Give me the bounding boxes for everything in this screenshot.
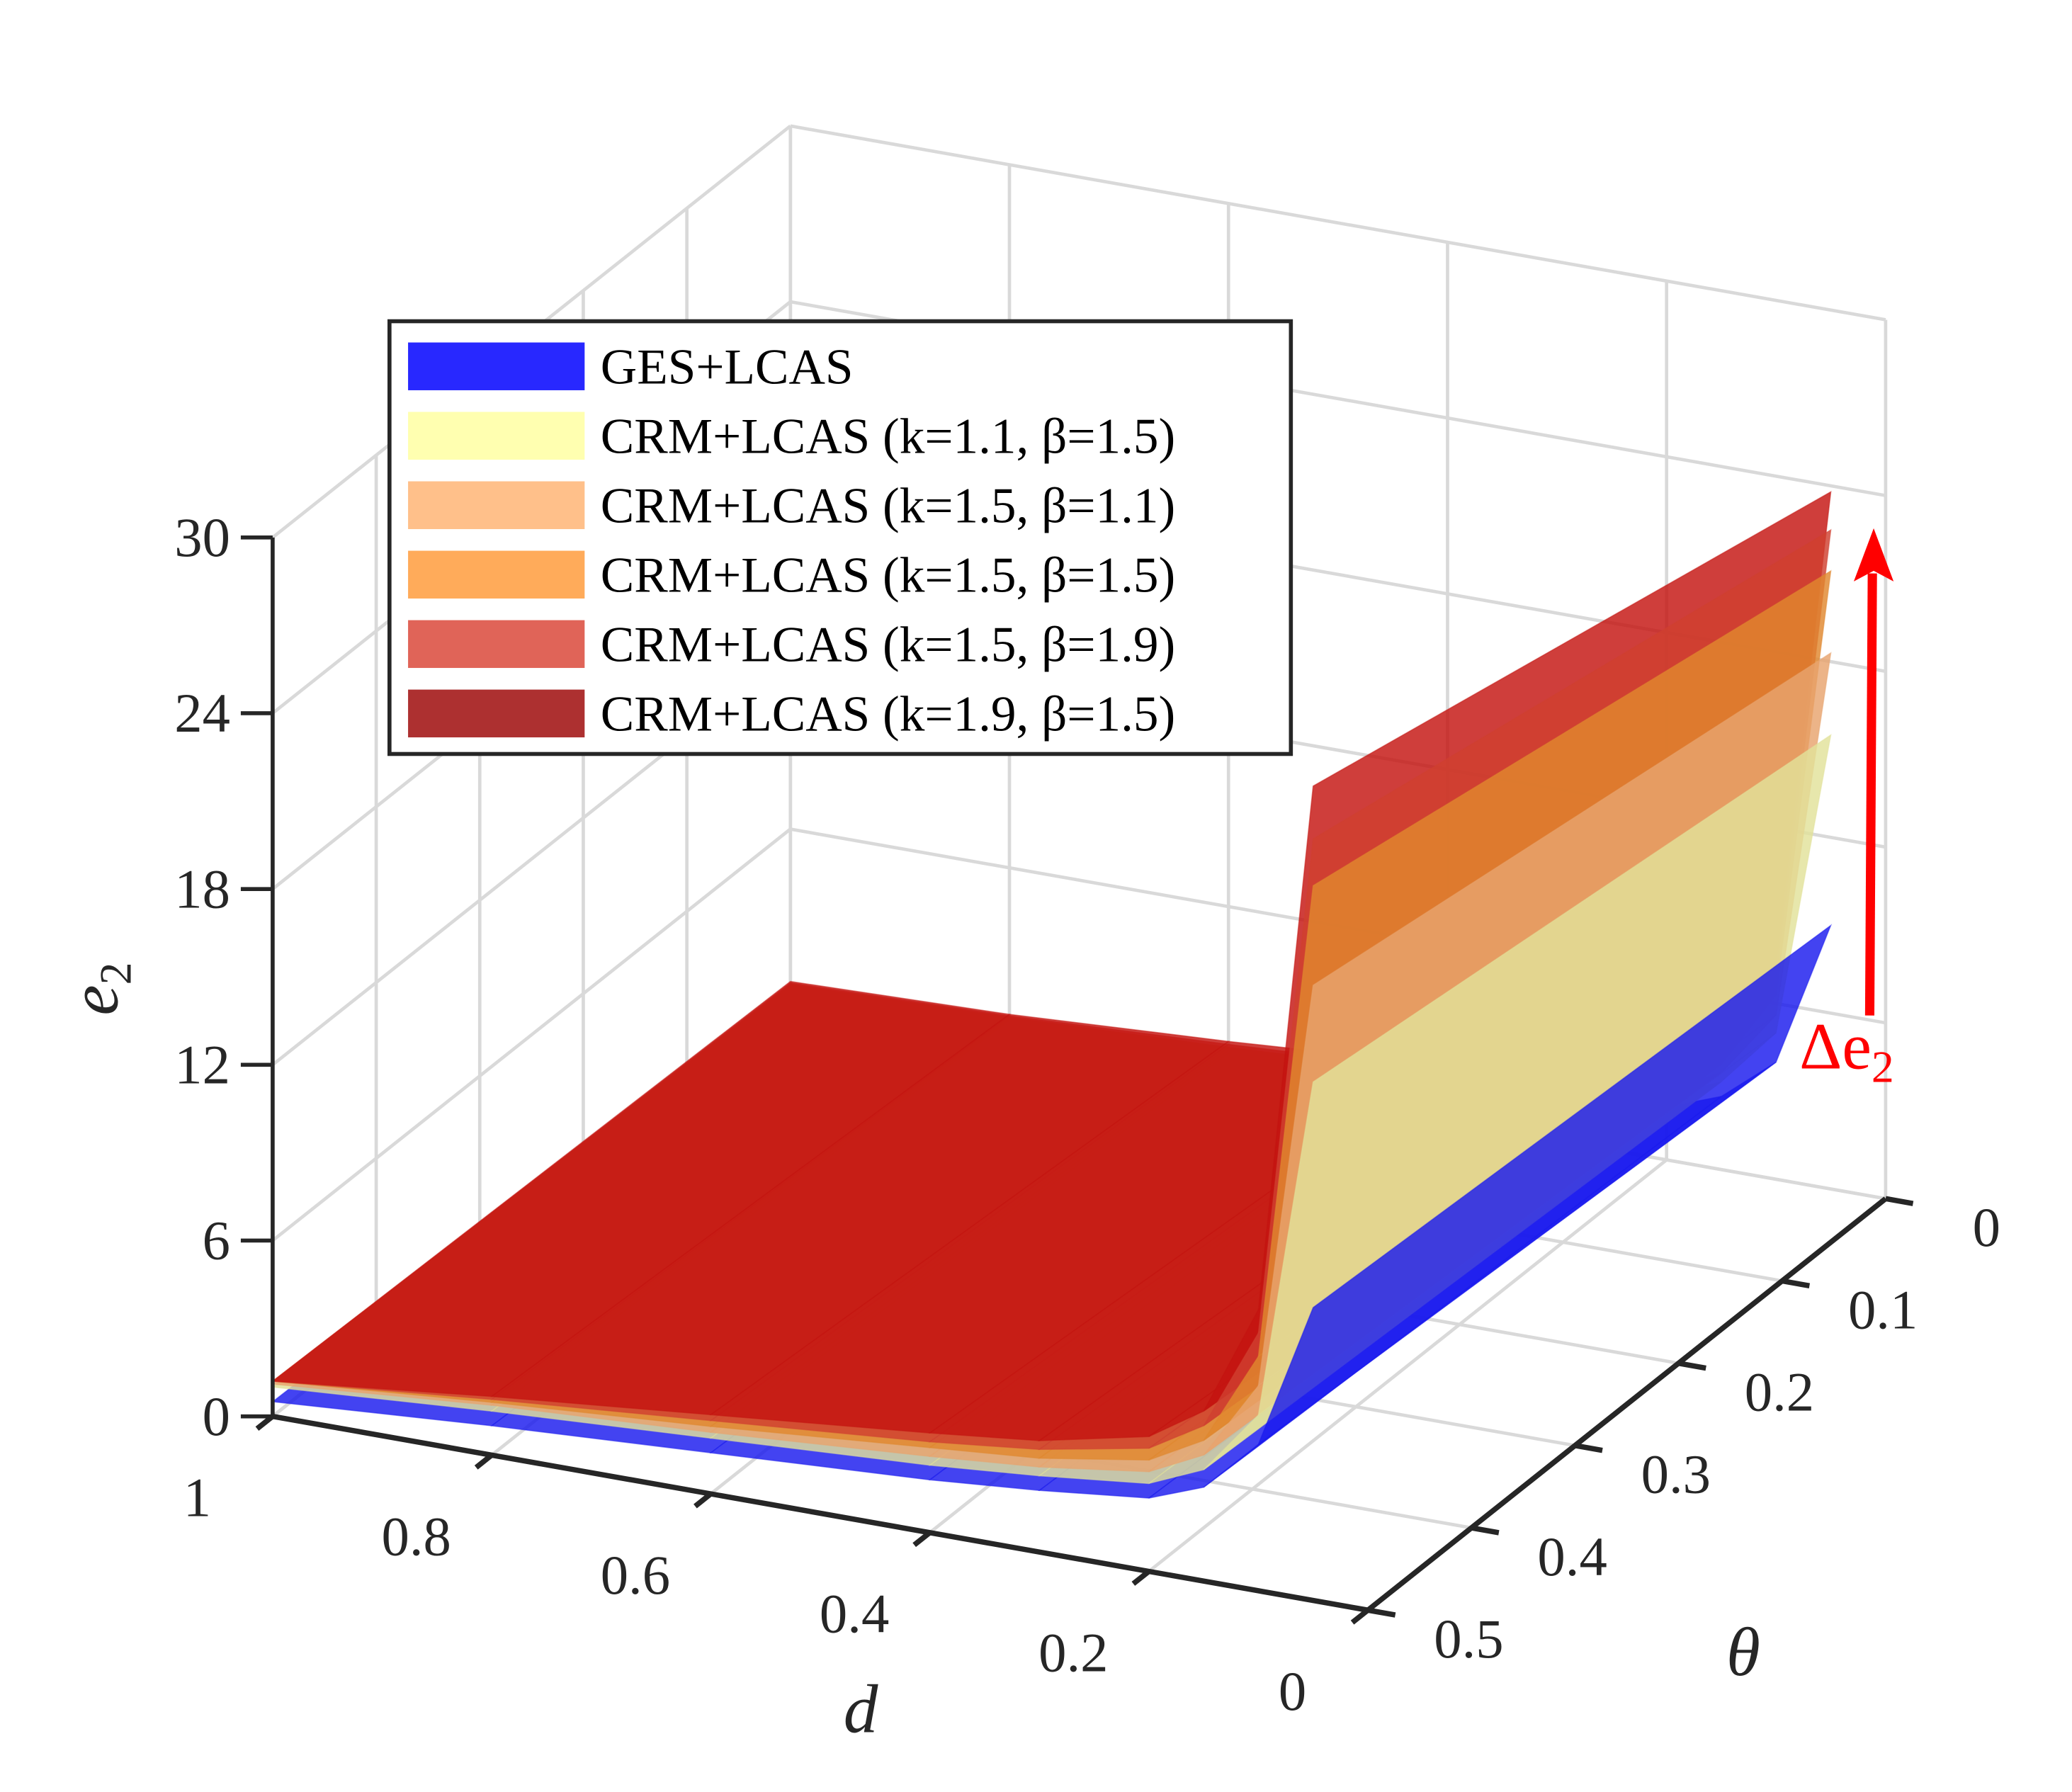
theta-tick-label: 0.2	[1745, 1362, 1814, 1424]
d-tick	[1131, 1569, 1151, 1586]
delta-label: Δe2	[1799, 1011, 1894, 1092]
z-tick-label: 0	[203, 1386, 230, 1448]
delta-arrow-head	[1853, 528, 1894, 582]
legend-swatch	[408, 481, 585, 530]
d-tick-label: 0.4	[820, 1584, 889, 1645]
theta-tick	[1367, 1607, 1396, 1618]
d-tick	[255, 1414, 275, 1431]
legend: GES+LCAS CRM+LCAS (k=1.1, β=1.5) CRM+LCAS …	[387, 319, 1293, 756]
grid-line-side-e	[271, 827, 792, 1242]
theta-tick-label: 0.4	[1537, 1526, 1607, 1588]
d-axis-line	[272, 1413, 1369, 1613]
theta-tick-label: 0.1	[1848, 1279, 1918, 1341]
d-tick-label: 1	[183, 1468, 211, 1529]
x-axis-label: d	[844, 1672, 878, 1748]
delta-arrow-shaft	[1864, 573, 1877, 1016]
z-tick-label: 12	[174, 1035, 230, 1096]
legend-label: CRM+LCAS (k=1.9, β=1.5)	[601, 687, 1175, 742]
d-tick-label: 0.2	[1038, 1622, 1108, 1684]
theta-tick-label: 0	[1973, 1197, 2000, 1259]
z-axis-label-sub: 2	[90, 963, 140, 985]
grid-line-floor-d	[1148, 1158, 1668, 1573]
tick-labels: 0 6 12 18 24 30 1 0.8 0.6 0.4 0.2 0 0 0.1 0.2 0.3 0.4 0.5	[174, 507, 2000, 1723]
theta-tick	[1885, 1196, 1914, 1206]
z-tick-label: 30	[174, 507, 230, 569]
z-tick-label: 6	[203, 1210, 230, 1272]
legend-swatch	[408, 550, 585, 599]
d-tick	[694, 1492, 713, 1509]
z-tick-label: 24	[174, 683, 230, 744]
axes	[240, 535, 1914, 1625]
y-axis-label: θ	[1726, 1614, 1760, 1691]
d-tick	[912, 1530, 932, 1548]
legend-box	[387, 319, 1293, 756]
delta-annotation: Δe2	[1799, 528, 1894, 1091]
axis-labels: e2 d θ	[57, 963, 1760, 1748]
d-tick-label: 0.6	[601, 1545, 670, 1606]
theta-tick-label: 0.5	[1434, 1609, 1503, 1670]
surfaces	[271, 490, 1833, 1499]
legend-swatch	[408, 342, 585, 390]
legend-label: CRM+LCAS (k=1.1, β=1.5)	[601, 409, 1175, 465]
theta-tick	[1782, 1278, 1811, 1289]
d-tick	[1350, 1608, 1370, 1625]
surface-patch	[1257, 924, 1833, 1446]
theta-tick	[1677, 1360, 1706, 1371]
legend-swatch	[408, 412, 585, 460]
legend-label: CRM+LCAS (k=1.5, β=1.9)	[601, 618, 1175, 673]
d-tick-label: 0.8	[381, 1506, 451, 1567]
z-axis-label: e2	[57, 963, 141, 1016]
theta-axis-line	[1366, 1196, 1888, 1613]
legend-label: CRM+LCAS (k=1.5, β=1.1)	[601, 479, 1175, 534]
legend-swatch	[408, 620, 585, 669]
theta-tick-label: 0.3	[1641, 1444, 1711, 1506]
d-tick-label: 0	[1279, 1661, 1306, 1723]
grid-line-back-e	[790, 124, 1886, 322]
legend-label: CRM+LCAS (k=1.5, β=1.5)	[601, 548, 1175, 603]
theta-tick	[1471, 1525, 1500, 1536]
legend-swatch	[408, 689, 585, 738]
legend-label: GES+LCAS	[601, 340, 854, 395]
d-tick	[474, 1453, 494, 1470]
delta-label-sub: 2	[1872, 1041, 1894, 1091]
z-tick-label: 18	[174, 858, 230, 920]
theta-tick	[1574, 1443, 1603, 1453]
